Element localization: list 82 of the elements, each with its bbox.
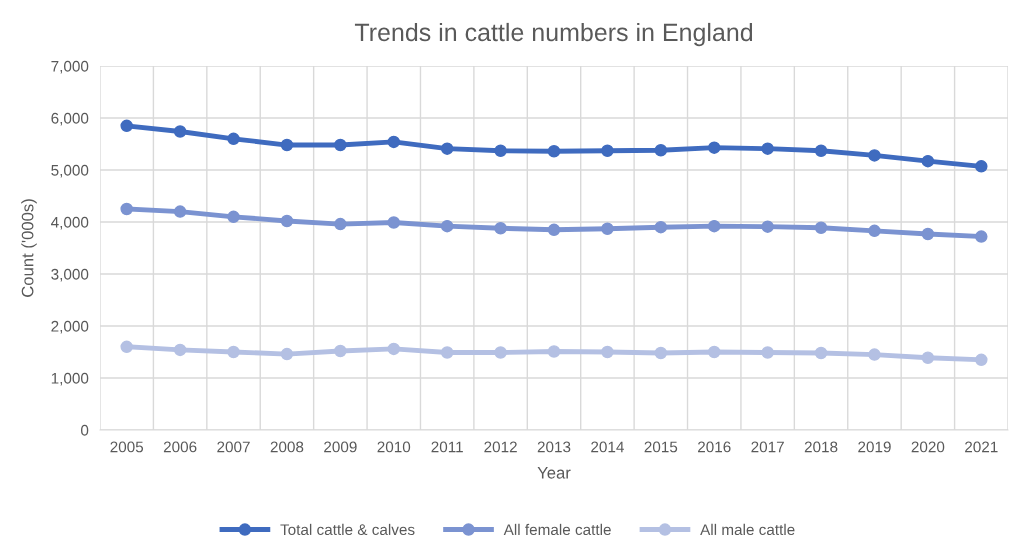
legend-label: All male cattle <box>700 523 795 536</box>
x-tick-label: 2012 <box>484 441 517 453</box>
x-tick-label: 2016 <box>698 441 731 453</box>
point <box>120 119 133 133</box>
x-tick-label: 2010 <box>377 441 411 453</box>
y-tick-label: 2,000 <box>51 320 89 334</box>
chart-title: Trends in cattle numbers in England <box>354 22 753 47</box>
point <box>707 219 721 233</box>
point <box>654 220 668 234</box>
x-tick-label: 2017 <box>751 441 784 453</box>
point <box>387 342 401 356</box>
point <box>494 144 507 158</box>
x-tick-label: 2013 <box>537 441 571 453</box>
point <box>280 214 294 228</box>
point <box>387 135 401 149</box>
x-axis-title: Year <box>537 467 571 479</box>
point <box>334 138 347 152</box>
legend-label: All female cattle <box>503 523 611 536</box>
x-tick-label: 2005 <box>110 441 144 453</box>
point <box>814 221 828 234</box>
legend-label: Total cattle & calves <box>280 523 415 536</box>
point <box>975 230 988 243</box>
point <box>547 223 561 237</box>
x-tick-label: 2007 <box>217 441 250 453</box>
x-tick-label: 2021 <box>965 441 998 453</box>
point <box>120 340 133 354</box>
point <box>494 346 507 359</box>
y-tick-label: 5,000 <box>51 164 89 178</box>
point <box>868 149 881 162</box>
point <box>280 347 294 361</box>
point <box>601 345 614 359</box>
x-tick-label: 2009 <box>324 441 357 453</box>
point <box>921 154 935 168</box>
point <box>440 219 454 233</box>
point <box>494 221 507 235</box>
point <box>761 142 774 155</box>
point <box>707 141 721 154</box>
point <box>654 346 668 360</box>
point <box>975 160 988 173</box>
y-axis-title: Count ('000s) <box>21 199 37 297</box>
point <box>761 220 774 233</box>
y-tick-label: 7,000 <box>51 60 89 74</box>
point <box>921 227 935 241</box>
y-tick-label: 4,000 <box>51 216 89 230</box>
x-tick-label: 2015 <box>644 441 678 453</box>
x-tick-label: 2006 <box>163 441 197 453</box>
point <box>173 343 187 357</box>
point <box>654 143 668 157</box>
x-tick-label: 2008 <box>270 441 304 453</box>
point <box>227 345 240 359</box>
point <box>440 346 454 359</box>
point <box>334 217 347 231</box>
point <box>814 144 828 158</box>
point <box>280 138 294 152</box>
point <box>173 125 187 138</box>
x-tick-label: 2011 <box>431 441 463 453</box>
point <box>601 144 614 158</box>
point <box>440 142 454 155</box>
y-tick-label: 3,000 <box>51 268 89 282</box>
y-tick-label: 1,000 <box>51 372 89 386</box>
point <box>707 345 721 359</box>
point <box>921 351 935 364</box>
y-tick-label: 6,000 <box>51 112 89 126</box>
point <box>387 216 401 229</box>
point <box>173 205 187 218</box>
point <box>761 346 774 359</box>
point <box>868 348 881 361</box>
point <box>975 353 988 367</box>
x-tick-label: 2018 <box>804 441 838 453</box>
point <box>547 145 561 158</box>
point <box>334 344 347 358</box>
point <box>814 346 828 360</box>
point <box>120 202 133 216</box>
point <box>868 224 881 238</box>
point <box>601 222 614 236</box>
point <box>227 132 240 146</box>
point <box>547 345 561 358</box>
point <box>227 210 240 224</box>
x-tick-label: 2019 <box>858 441 891 453</box>
y-tick-label: 0 <box>80 424 89 436</box>
x-tick-label: 2020 <box>911 441 945 453</box>
x-tick-label: 2014 <box>591 441 624 453</box>
